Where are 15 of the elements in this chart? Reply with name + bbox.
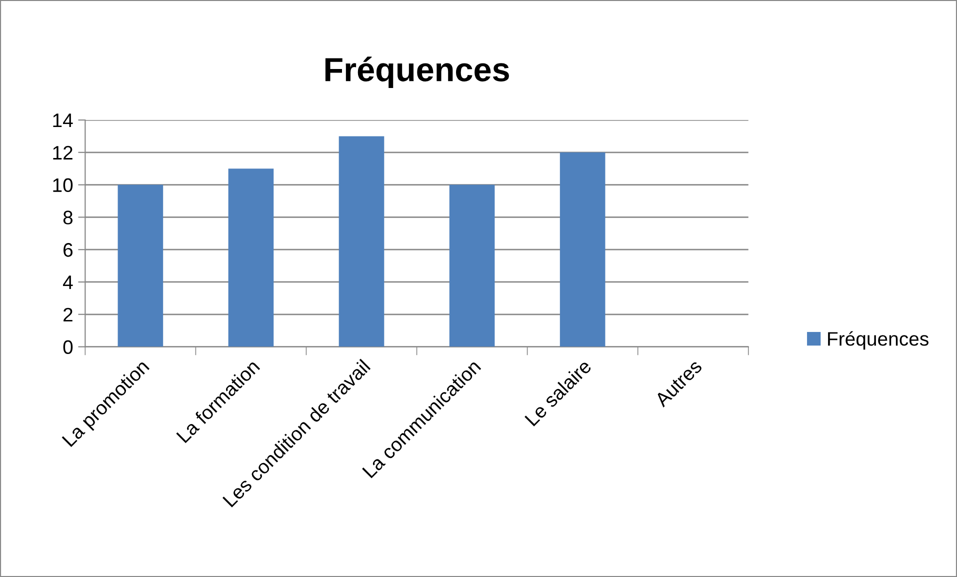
y-tick-label: 10 [53, 178, 73, 192]
y-tick-label: 0 [63, 340, 73, 354]
bar [449, 184, 495, 347]
y-tick-label: 12 [53, 146, 72, 160]
bar [338, 136, 384, 347]
chart-title: Fréquences [325, 56, 509, 88]
y-tick-label: 8 [63, 210, 73, 224]
y-tick-label: 14 [53, 114, 73, 128]
bar [560, 152, 606, 347]
bar [118, 184, 164, 347]
y-tick-label: 6 [64, 243, 73, 257]
legend-label: Fréquences [828, 331, 928, 350]
y-tick-label: 2 [64, 308, 72, 322]
y-tick-label: 4 [63, 276, 73, 290]
bar [228, 168, 274, 347]
